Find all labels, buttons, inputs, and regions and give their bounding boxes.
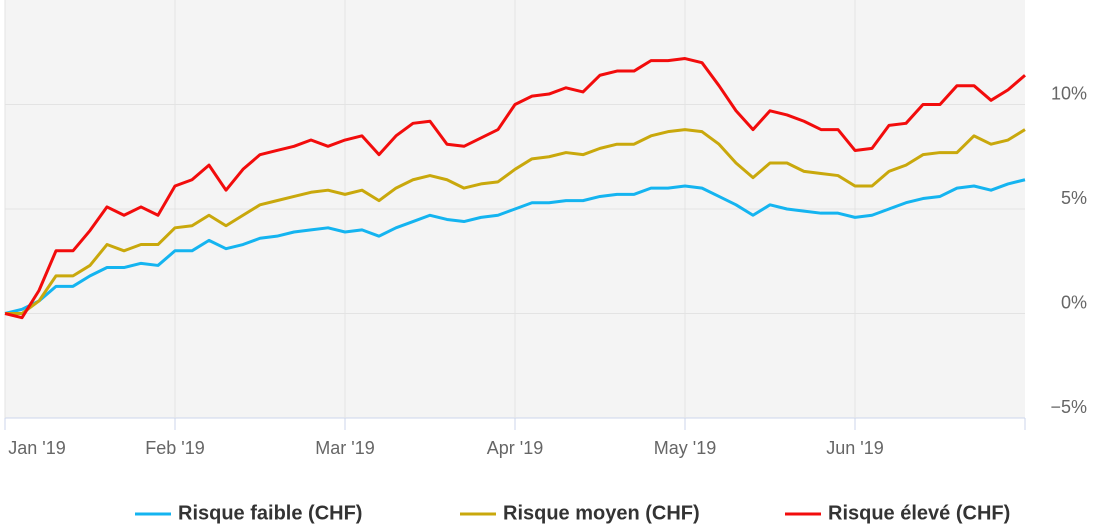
y-tick-label: 10% [1051,83,1087,103]
legend-label: Risque moyen (CHF) [503,502,700,524]
legend-label: Risque faible (CHF) [178,502,362,524]
x-tick-label: Mar '19 [315,438,374,458]
y-tick-label: 5% [1061,188,1087,208]
series-line [5,128,1026,315]
legend: Risque faible (CHF) Risque moyen (CHF) Ris… [135,502,1010,524]
legend-label: Risque élevé (CHF) [828,502,1010,524]
y-tick-label: 0% [1061,292,1087,312]
y-tick-label: −5% [1050,397,1087,417]
x-tick-label: Jan '19 [8,438,65,458]
series-line [4,57,1026,320]
series-line [4,178,1026,315]
x-tick-label: May '19 [654,438,716,458]
x-tick-label: Apr '19 [487,438,543,458]
series-lines [4,57,1026,320]
x-tick-label: Feb '19 [145,438,204,458]
axis-labels: −5% 0% 5% 10% Jan '19 Feb '19 Mar '19 Apr '19 Ma… [8,83,1087,458]
x-tick-label: Jun '19 [826,438,883,458]
